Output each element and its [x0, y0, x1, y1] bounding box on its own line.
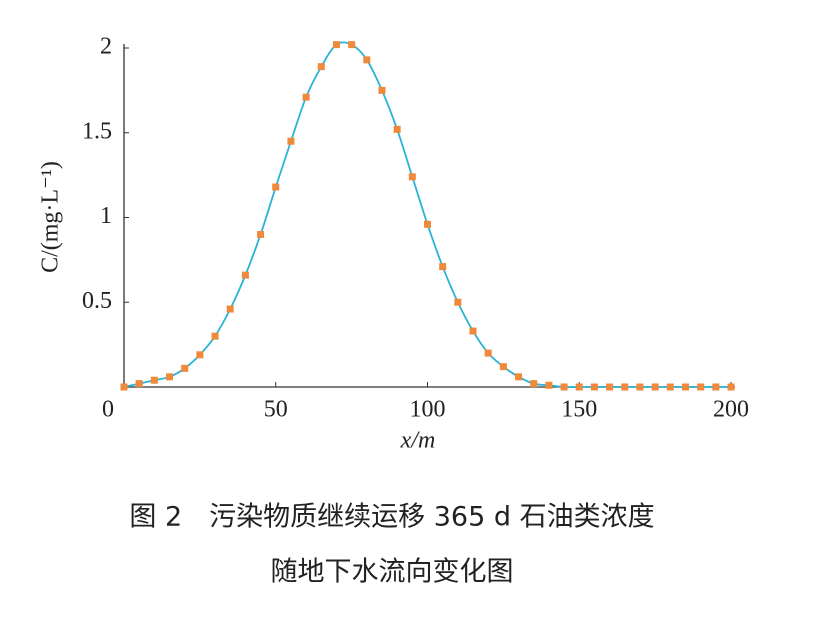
marker	[469, 327, 477, 335]
marker	[196, 351, 204, 359]
x-tick-label: 150	[561, 397, 597, 423]
x-tick-label: 100	[410, 397, 446, 423]
marker	[378, 86, 386, 94]
marker	[681, 383, 689, 391]
y-tick-label: 1	[100, 203, 112, 229]
marker	[257, 230, 265, 238]
x-tick-label: 50	[264, 397, 288, 423]
y-tick-label: 1.5	[82, 118, 112, 144]
marker	[606, 383, 614, 391]
marker	[226, 305, 234, 313]
caption: 图 2 污染物质继续运移 365 d 石油类浓度	[129, 502, 654, 533]
x-axis-label: x/m	[400, 428, 436, 454]
marker	[424, 220, 431, 228]
marker	[515, 373, 523, 381]
marker	[666, 383, 674, 391]
marker	[590, 383, 598, 391]
marker	[560, 383, 568, 391]
marker	[120, 383, 128, 391]
marker	[727, 383, 735, 391]
marker	[408, 173, 416, 181]
marker	[181, 364, 189, 372]
marker	[439, 263, 447, 271]
x-tick-label: 200	[713, 397, 749, 423]
marker	[272, 183, 280, 191]
marker	[166, 373, 174, 381]
marker	[363, 56, 371, 64]
marker	[545, 381, 553, 389]
marker	[712, 383, 720, 391]
marker	[454, 298, 462, 306]
marker	[135, 380, 143, 388]
marker	[499, 363, 507, 371]
x-tick-label: 0	[102, 397, 114, 423]
marker	[302, 93, 310, 101]
y-tick-label: 0.5	[82, 288, 112, 314]
marker	[621, 383, 629, 391]
marker	[636, 383, 644, 391]
marker	[697, 383, 705, 391]
marker	[575, 383, 583, 391]
marker	[241, 271, 249, 279]
marker	[393, 125, 401, 133]
y-axis-label: C/(mg·L⁻¹)	[38, 161, 64, 273]
marker	[211, 332, 219, 340]
caption: 随地下水流向变化图	[271, 557, 514, 588]
marker	[150, 376, 158, 384]
marker	[651, 383, 659, 391]
y-tick-label: 2	[100, 34, 112, 60]
marker	[484, 349, 492, 357]
marker	[332, 41, 340, 49]
marker	[530, 380, 538, 388]
marker	[348, 41, 356, 49]
marker	[287, 137, 295, 145]
marker	[317, 63, 325, 71]
